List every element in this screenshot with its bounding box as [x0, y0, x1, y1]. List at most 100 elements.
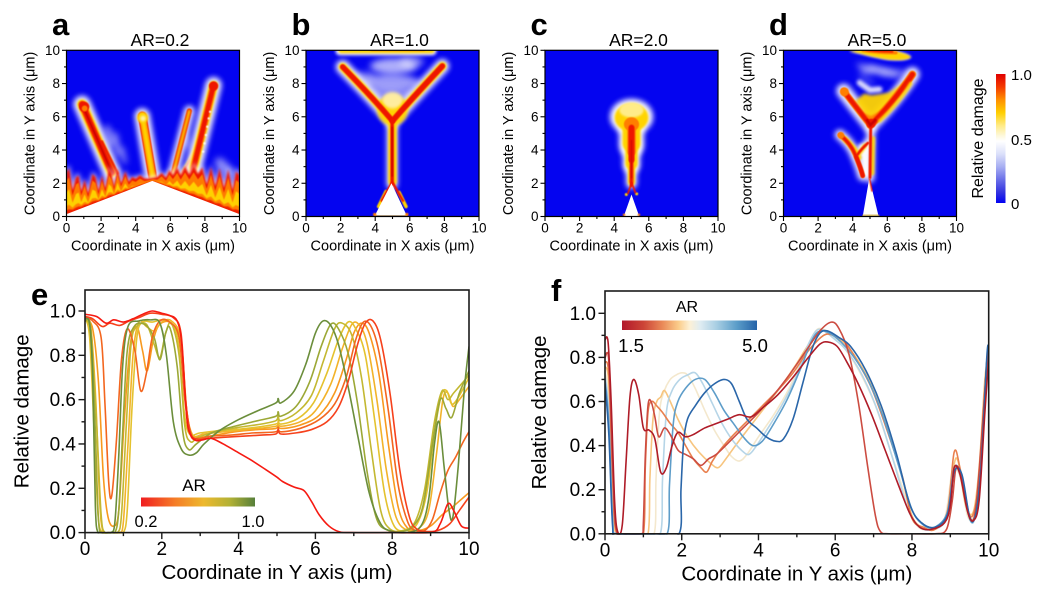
- svg-text:AR=1.0: AR=1.0: [370, 30, 429, 50]
- svg-text:0: 0: [80, 539, 91, 560]
- svg-text:0: 0: [302, 221, 310, 236]
- svg-text:AR=0.2: AR=0.2: [131, 30, 190, 50]
- svg-text:0.2: 0.2: [50, 479, 76, 500]
- svg-text:10: 10: [949, 221, 964, 236]
- svg-text:6: 6: [52, 109, 60, 124]
- svg-text:Coordinate in Y axis (μm): Coordinate in Y axis (μm): [23, 52, 39, 215]
- svg-text:10: 10: [232, 221, 247, 236]
- svg-text:10: 10: [762, 43, 777, 58]
- svg-text:2: 2: [292, 176, 300, 191]
- svg-text:AR=5.0: AR=5.0: [848, 30, 907, 50]
- svg-text:5.0: 5.0: [742, 335, 768, 356]
- svg-text:1.0: 1.0: [242, 513, 265, 531]
- svg-text:AR: AR: [676, 299, 698, 316]
- svg-text:Coordinate in X axis (μm): Coordinate in X axis (μm): [788, 239, 952, 255]
- svg-text:8: 8: [292, 76, 300, 91]
- svg-text:0: 0: [780, 221, 788, 236]
- svg-text:Relative damage: Relative damage: [528, 335, 551, 489]
- svg-text:Coordinate in X axis (μm): Coordinate in X axis (μm): [550, 239, 714, 255]
- svg-text:Coordinate in X axis (μm): Coordinate in X axis (μm): [71, 239, 235, 255]
- svg-text:0.5: 0.5: [1011, 132, 1032, 149]
- svg-text:4: 4: [132, 221, 140, 236]
- svg-text:8: 8: [918, 221, 926, 236]
- svg-text:2: 2: [814, 221, 822, 236]
- svg-text:10: 10: [458, 539, 479, 560]
- svg-text:2: 2: [531, 176, 539, 191]
- svg-text:Relative damage: Relative damage: [970, 78, 987, 198]
- svg-text:0.0: 0.0: [570, 524, 596, 545]
- svg-text:8: 8: [441, 221, 449, 236]
- svg-text:6: 6: [884, 221, 892, 236]
- svg-text:2: 2: [97, 221, 105, 236]
- svg-text:8: 8: [387, 539, 398, 560]
- svg-text:0.4: 0.4: [50, 434, 77, 455]
- svg-text:8: 8: [52, 76, 60, 91]
- svg-text:0.2: 0.2: [135, 513, 158, 531]
- svg-text:2: 2: [157, 539, 168, 560]
- svg-text:1.0: 1.0: [1011, 67, 1032, 84]
- svg-text:10: 10: [978, 540, 999, 561]
- svg-text:Coordinate in Y axis (μm): Coordinate in Y axis (μm): [740, 52, 756, 215]
- svg-text:0: 0: [52, 209, 60, 224]
- svg-text:8: 8: [531, 76, 539, 91]
- svg-text:2: 2: [676, 540, 687, 561]
- svg-text:d: d: [769, 7, 788, 42]
- svg-text:0.2: 0.2: [570, 480, 596, 501]
- svg-text:10: 10: [710, 221, 725, 236]
- svg-text:2: 2: [769, 176, 777, 191]
- svg-text:4: 4: [753, 540, 764, 561]
- svg-text:10: 10: [45, 43, 60, 58]
- svg-text:6: 6: [292, 109, 300, 124]
- svg-text:2: 2: [337, 221, 345, 236]
- svg-text:Coordinate in Y axis (μm): Coordinate in Y axis (μm): [501, 52, 517, 215]
- svg-text:Coordinate in Y axis (μm): Coordinate in Y axis (μm): [681, 562, 912, 585]
- svg-text:0.6: 0.6: [50, 390, 76, 411]
- svg-text:10: 10: [471, 221, 486, 236]
- svg-text:4: 4: [52, 143, 60, 158]
- svg-text:0: 0: [292, 209, 300, 224]
- svg-text:Coordinate in Y axis (μm): Coordinate in Y axis (μm): [162, 561, 393, 584]
- svg-text:1.0: 1.0: [570, 304, 596, 325]
- svg-text:4: 4: [292, 143, 300, 158]
- svg-text:AR: AR: [182, 476, 206, 495]
- svg-text:4: 4: [371, 221, 379, 236]
- svg-text:8: 8: [907, 540, 918, 561]
- svg-text:0.8: 0.8: [50, 346, 76, 367]
- svg-text:6: 6: [830, 540, 841, 561]
- svg-text:4: 4: [610, 221, 618, 236]
- svg-text:4: 4: [233, 539, 244, 560]
- svg-text:0: 0: [63, 221, 71, 236]
- svg-text:Coordinate in Y axis (μm): Coordinate in Y axis (μm): [262, 52, 278, 215]
- svg-text:4: 4: [849, 221, 857, 236]
- svg-text:4: 4: [769, 143, 777, 158]
- svg-text:2: 2: [52, 176, 60, 191]
- svg-text:6: 6: [167, 221, 175, 236]
- svg-text:8: 8: [769, 76, 777, 91]
- svg-text:6: 6: [645, 221, 653, 236]
- svg-text:0: 0: [600, 540, 611, 561]
- svg-text:c: c: [531, 7, 548, 42]
- svg-text:6: 6: [769, 109, 777, 124]
- svg-text:f: f: [551, 273, 562, 308]
- svg-text:0.0: 0.0: [50, 523, 76, 544]
- svg-text:b: b: [292, 7, 311, 42]
- svg-text:1.0: 1.0: [50, 302, 76, 323]
- svg-text:Relative damage: Relative damage: [11, 334, 34, 488]
- svg-text:8: 8: [201, 221, 209, 236]
- svg-text:10: 10: [523, 43, 538, 58]
- svg-text:6: 6: [531, 109, 539, 124]
- svg-text:0: 0: [531, 209, 539, 224]
- svg-text:2: 2: [576, 221, 584, 236]
- svg-text:0.6: 0.6: [570, 392, 596, 413]
- svg-text:Coordinate in X axis (μm): Coordinate in X axis (μm): [311, 239, 475, 255]
- svg-text:1.5: 1.5: [618, 335, 644, 356]
- svg-text:8: 8: [680, 221, 688, 236]
- svg-text:AR=2.0: AR=2.0: [609, 30, 668, 50]
- svg-text:e: e: [31, 277, 48, 312]
- svg-text:0.4: 0.4: [570, 436, 597, 457]
- svg-text:0: 0: [541, 221, 549, 236]
- svg-text:a: a: [52, 7, 70, 42]
- svg-text:6: 6: [406, 221, 414, 236]
- svg-text:0: 0: [1011, 196, 1019, 213]
- svg-text:6: 6: [310, 539, 321, 560]
